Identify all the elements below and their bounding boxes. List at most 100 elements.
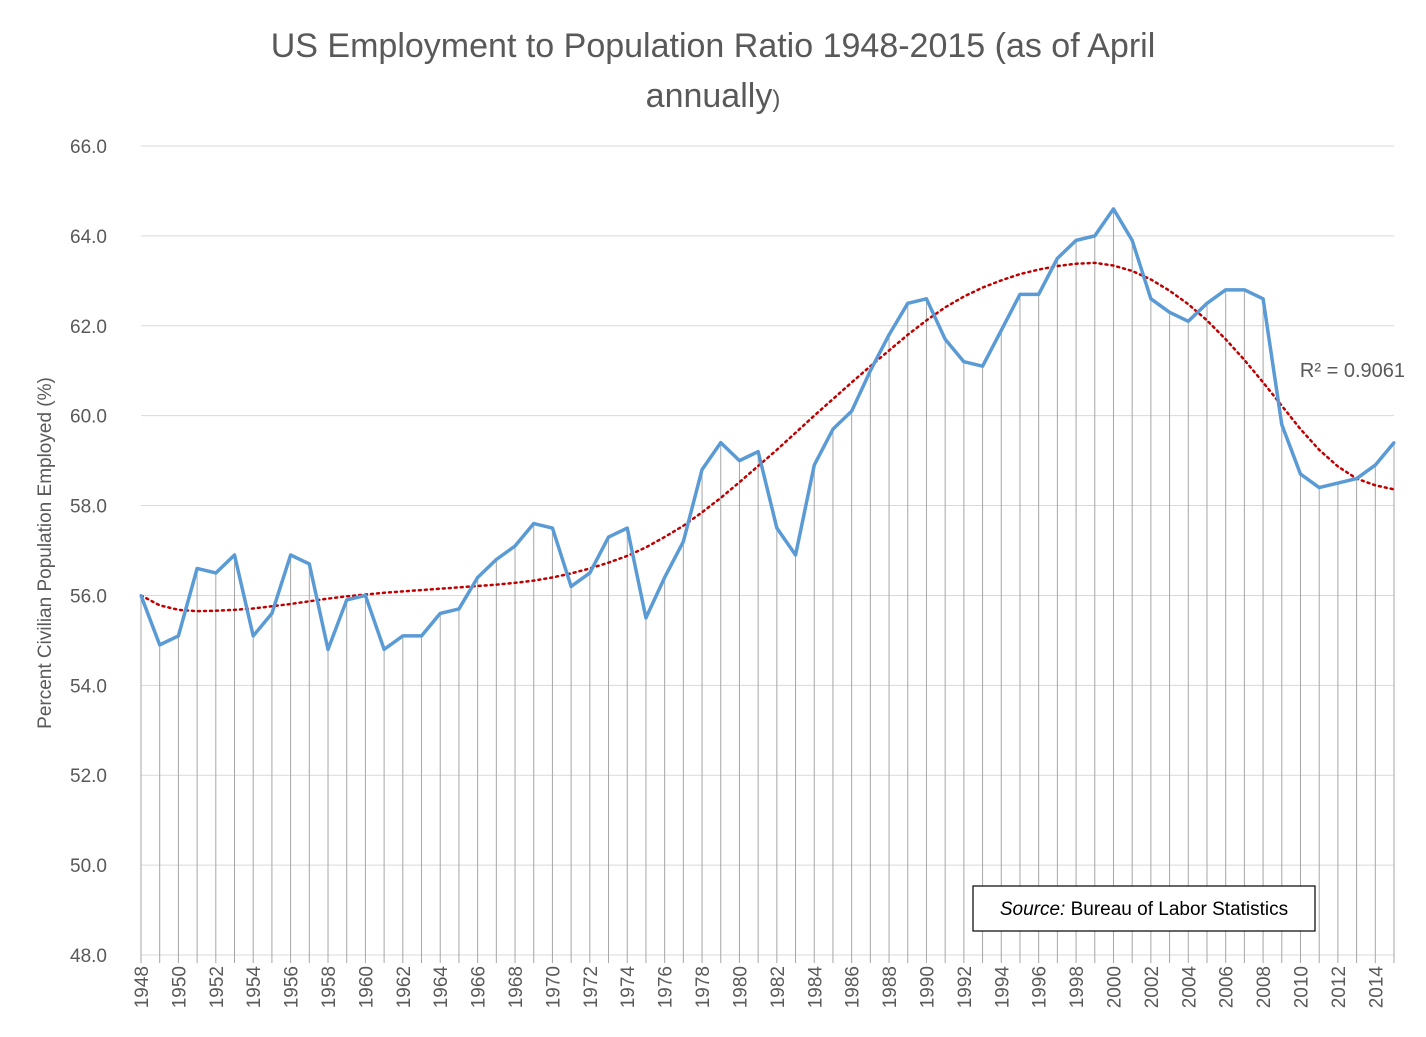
data-point-1990 xyxy=(924,297,928,301)
chart-title-line-2-paren: ) xyxy=(772,86,780,113)
data-point-1994 xyxy=(999,328,1003,332)
data-point-1989 xyxy=(906,301,910,305)
data-point-1957 xyxy=(307,562,311,566)
x-tick-label: 1986 xyxy=(843,966,864,1008)
data-point-1982 xyxy=(775,526,779,530)
x-tick-label: 1966 xyxy=(469,966,490,1008)
data-point-1993 xyxy=(981,364,985,368)
x-axis-tick-labels: 1948 1950 1952 1954 1956 1958 1960 1962 1964 1966… xyxy=(132,966,1387,1009)
data-point-2001 xyxy=(1130,238,1134,242)
x-tick-label: 1982 xyxy=(768,966,789,1008)
x-tick-label: 1992 xyxy=(955,966,976,1008)
data-point-2008 xyxy=(1261,297,1265,301)
x-tick-label: 2010 xyxy=(1291,966,1312,1008)
data-point-1952 xyxy=(214,571,218,575)
data-point-1992 xyxy=(962,360,966,364)
x-tick-label: 2006 xyxy=(1217,966,1238,1008)
data-point-1974 xyxy=(625,526,629,530)
x-tick-label: 1990 xyxy=(917,966,938,1008)
y-tick-label: 62.0 xyxy=(70,317,107,338)
data-point-1987 xyxy=(868,369,872,373)
data-point-1977 xyxy=(681,540,685,544)
data-point-1965 xyxy=(457,607,461,611)
x-tick-label: 1974 xyxy=(618,966,639,1009)
y-tick-label: 48.0 xyxy=(70,946,107,967)
x-tick-label: 1998 xyxy=(1067,966,1088,1008)
x-tick-label: 1984 xyxy=(805,966,826,1009)
data-point-1969 xyxy=(532,522,536,526)
x-tick-label: 1962 xyxy=(394,966,415,1008)
chart-title-line-2: annually) xyxy=(646,77,781,115)
data-point-1972 xyxy=(588,571,592,575)
y-axis-tick-labels: 48.0 50.0 52.0 54.0 56.0 58.0 60.0 62.0 64.0 66.0 xyxy=(70,137,107,967)
source-label: Source: xyxy=(1000,899,1065,920)
x-tick-label: 1968 xyxy=(506,966,527,1008)
data-point-2015 xyxy=(1392,441,1396,445)
x-tick-label: 1948 xyxy=(132,966,153,1008)
x-tick-label: 1954 xyxy=(244,966,265,1009)
data-point-1949 xyxy=(158,643,162,647)
data-point-1985 xyxy=(831,427,835,431)
data-point-1975 xyxy=(644,616,648,620)
data-point-1978 xyxy=(700,468,704,472)
y-tick-label: 54.0 xyxy=(70,676,107,697)
data-point-2007 xyxy=(1242,288,1246,292)
data-point-2012 xyxy=(1336,481,1340,485)
x-tick-label: 2014 xyxy=(1366,966,1387,1009)
x-tick-label: 2002 xyxy=(1142,966,1163,1008)
data-point-2014 xyxy=(1373,463,1377,467)
y-tick-label: 58.0 xyxy=(70,497,107,518)
data-point-1960 xyxy=(363,593,367,597)
data-point-2010 xyxy=(1298,472,1302,476)
chart-title-line-1: US Employment to Population Ratio 1948-2… xyxy=(271,27,1156,65)
data-point-1950 xyxy=(176,634,180,638)
y-tick-label: 50.0 xyxy=(70,856,107,877)
data-point-1961 xyxy=(382,647,386,651)
data-point-2002 xyxy=(1149,297,1153,301)
data-points xyxy=(139,207,1396,651)
data-point-1986 xyxy=(850,409,854,413)
x-tick-label: 1952 xyxy=(207,966,228,1008)
data-point-1956 xyxy=(289,553,293,557)
x-tick-label: 1980 xyxy=(730,966,751,1008)
x-tick-label: 1996 xyxy=(1030,966,1051,1008)
data-point-2000 xyxy=(1111,207,1115,211)
x-tick-label: 1956 xyxy=(282,966,303,1008)
x-tick-label: 2000 xyxy=(1104,966,1125,1008)
x-tick-label: 1976 xyxy=(656,966,677,1008)
x-tick-label: 1988 xyxy=(880,966,901,1008)
data-point-1984 xyxy=(812,463,816,467)
x-tick-label: 1964 xyxy=(431,966,452,1009)
data-point-1948 xyxy=(139,593,143,597)
data-point-2013 xyxy=(1355,477,1359,481)
x-tick-label: 1960 xyxy=(356,966,377,1008)
y-tick-label: 64.0 xyxy=(70,227,107,248)
data-point-2011 xyxy=(1317,486,1321,490)
x-tick-label: 2008 xyxy=(1254,966,1275,1008)
x-tick-label: 1958 xyxy=(319,966,340,1008)
data-point-1983 xyxy=(794,553,798,557)
source-text: Source: Bureau of Labor Statistics xyxy=(1000,899,1288,920)
data-point-2009 xyxy=(1280,423,1284,427)
r-squared-label: R² = 0.9061 xyxy=(1300,360,1405,382)
data-point-1998 xyxy=(1074,238,1078,242)
x-tick-label: 1978 xyxy=(693,966,714,1008)
data-point-1963 xyxy=(420,634,424,638)
x-tick-label: 1950 xyxy=(169,966,190,1008)
data-point-1968 xyxy=(513,544,517,548)
source-box: Source: Bureau of Labor Statistics xyxy=(972,885,1316,932)
data-point-2006 xyxy=(1224,288,1228,292)
y-axis-label: Percent Civilian Population Employed (%) xyxy=(35,377,56,729)
data-point-1976 xyxy=(663,575,667,579)
data-point-1979 xyxy=(719,441,723,445)
data-point-2003 xyxy=(1168,310,1172,314)
data-point-1966 xyxy=(476,575,480,579)
data-point-1954 xyxy=(251,634,255,638)
y-tick-label: 56.0 xyxy=(70,586,107,607)
data-point-1953 xyxy=(233,553,237,557)
horizontal-gridlines xyxy=(141,145,1394,956)
chart-title-line-2-text: annually xyxy=(646,77,773,115)
data-point-1970 xyxy=(550,526,554,530)
y-tick-label: 66.0 xyxy=(70,137,107,158)
